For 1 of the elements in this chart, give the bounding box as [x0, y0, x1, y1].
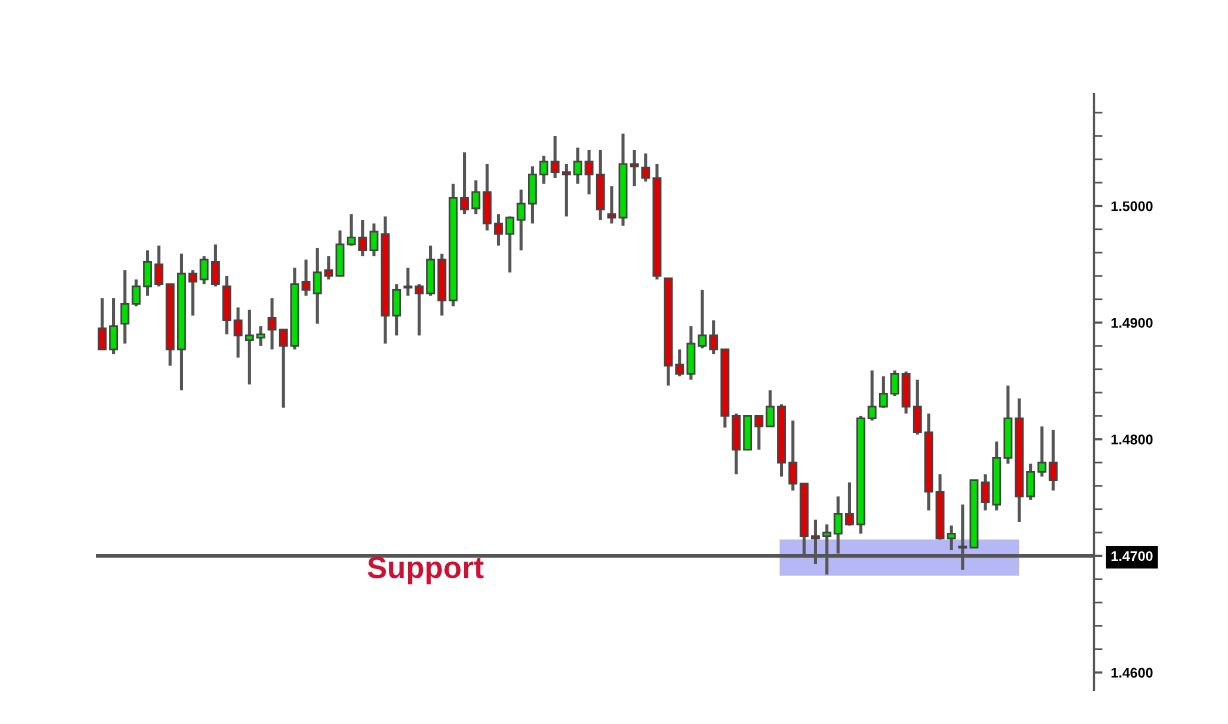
ref-line-label: Support — [367, 556, 484, 585]
